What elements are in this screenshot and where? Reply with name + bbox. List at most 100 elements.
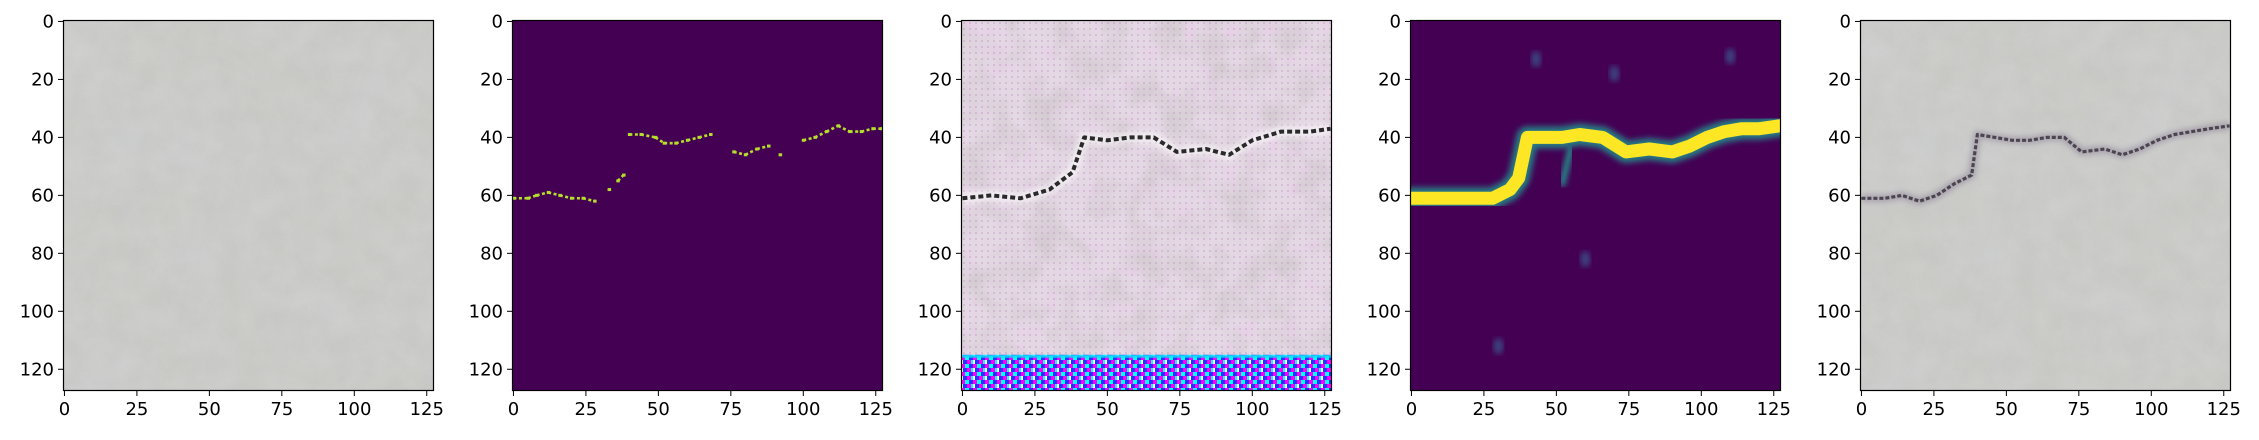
panel-4: 0 25 50 75 100 125 0 20 40 60 80 100 120: [1367, 11, 1791, 420]
y-tick-label: 20: [929, 69, 952, 90]
texture-grain: [1860, 20, 2231, 391]
x-tick-label: 0: [957, 399, 968, 420]
faint-blob: [1725, 48, 1736, 65]
y-tick-label: 0: [1390, 11, 1401, 32]
x-tick-label: 50: [647, 399, 670, 420]
faint-blob: [1531, 51, 1542, 68]
crack-segment: [654, 136, 665, 145]
crack-segment: [837, 124, 851, 133]
crack-pixel: [709, 132, 713, 136]
y-tick-label: 20: [1378, 69, 1401, 90]
x-tick-label: 50: [1096, 399, 1119, 420]
x-tick-label: 100: [2134, 399, 2168, 420]
x-tick-label: 50: [1545, 399, 1568, 420]
y-tick-label: 60: [1828, 185, 1851, 206]
x-tick-label: 75: [1168, 399, 1191, 420]
y-tick-label: 100: [1817, 301, 1851, 322]
y-tick-label: 40: [929, 127, 952, 148]
x-tick-label: 0: [508, 399, 519, 420]
y-tick-label: 120: [1367, 359, 1401, 380]
panel-3: 0 25 50 75 100 125 0 20 40 60 80 100 120: [918, 11, 1342, 420]
texture-grain: [63, 20, 434, 391]
panel-1: 0 25 50 75 100 125 0 20 40 60 80 100 120: [20, 11, 444, 420]
axes-frame: [960, 19, 1333, 392]
prob-drip: [1559, 145, 1574, 187]
crack-segment: [744, 147, 758, 156]
y-tick-label: 100: [918, 301, 952, 322]
faint-blob: [1493, 338, 1504, 355]
axes-frame: [1409, 19, 1782, 392]
faint-blob: [1609, 65, 1620, 82]
crack-pixel: [880, 127, 883, 131]
x-tick-label: 125: [410, 399, 444, 420]
crack-pixel: [778, 153, 783, 157]
y-tick-label: 60: [31, 185, 54, 206]
crack-segment: [675, 139, 688, 145]
y-tick-label: 120: [20, 359, 54, 380]
y-tick-label: 100: [1367, 301, 1401, 322]
artifact-band: [961, 354, 1332, 391]
panel-image-2: [512, 20, 883, 391]
prob-core: [1410, 119, 1781, 205]
x-tick-label: 25: [574, 399, 597, 420]
crack-segment: [640, 133, 656, 139]
panel-2: 0 25 50 75 100 125 0 20 40 60 80 100 120: [469, 11, 893, 420]
x-tick-label: 0: [1856, 399, 1867, 420]
panel-image-1: [63, 20, 434, 391]
y-tick-label: 120: [918, 359, 952, 380]
mask-background: [512, 20, 883, 391]
crack-pixel: [622, 173, 626, 177]
x-tick-label: 75: [1617, 399, 1640, 420]
x-tick-label: 100: [786, 399, 820, 420]
y-tick-label: 120: [469, 359, 503, 380]
x-tick-label: 0: [59, 399, 70, 420]
panel-image-3: [961, 20, 1332, 391]
crack-segment: [559, 194, 572, 200]
y-tick-label: 80: [31, 243, 54, 264]
crack-pixel: [607, 188, 612, 192]
crack-segment: [582, 196, 595, 203]
x-tick-label: 75: [719, 399, 742, 420]
x-tick-label: 25: [125, 399, 148, 420]
y-tick-label: 80: [929, 243, 952, 264]
crack-segment: [802, 136, 816, 142]
x-tick-label: 0: [1406, 399, 1417, 420]
crack-line: [1861, 124, 2230, 203]
y-tick-label: 60: [480, 185, 503, 206]
crack-pixel: [767, 144, 771, 148]
y-tick-label: 0: [1840, 11, 1851, 32]
y-tick-label: 20: [1828, 69, 1851, 90]
y-tick-label: 60: [929, 185, 952, 206]
axes-frame: [1859, 19, 2232, 392]
y-tick-label: 40: [1828, 127, 1851, 148]
x-tick-label: 125: [1757, 399, 1791, 420]
y-tick-label: 80: [1378, 243, 1401, 264]
y-tick-label: 0: [941, 11, 952, 32]
y-tick-label: 100: [20, 301, 54, 322]
panel-image-4: [1410, 20, 1781, 391]
y-tick-label: 0: [43, 11, 54, 32]
y-tick-label: 40: [31, 127, 54, 148]
artifact-edge: [961, 354, 1332, 358]
y-tick-label: 40: [480, 127, 503, 148]
y-tick-label: 100: [469, 301, 503, 322]
crack-segment: [547, 191, 561, 197]
axes-frame: [511, 19, 884, 392]
crack-segment: [825, 124, 839, 133]
crack-segment: [814, 130, 828, 139]
faint-blob: [1580, 251, 1591, 268]
crack-segment: [536, 191, 549, 197]
x-tick-label: 75: [2067, 399, 2090, 420]
x-tick-label: 25: [1922, 399, 1945, 420]
x-tick-label: 125: [2207, 399, 2241, 420]
y-tick-label: 20: [480, 69, 503, 90]
x-tick-label: 125: [1308, 399, 1342, 420]
crack-line: [962, 126, 1331, 201]
panel-5: 0 25 50 75 100 125 0 20 40 60 80 100 120: [1817, 11, 2241, 420]
crack-segment: [756, 144, 769, 151]
y-tick-label: 40: [1378, 127, 1401, 148]
x-tick-label: 125: [859, 399, 893, 420]
crack-segment: [860, 127, 874, 133]
x-tick-label: 100: [1684, 399, 1718, 420]
crack-segment: [687, 136, 700, 142]
